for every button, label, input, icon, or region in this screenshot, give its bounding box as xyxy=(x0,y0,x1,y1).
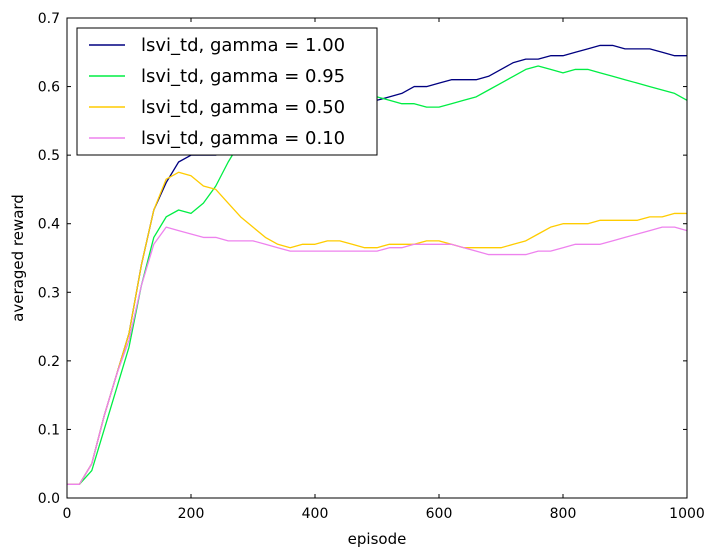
x-tick-label: 0 xyxy=(63,506,72,522)
legend: lsvi_td, gamma = 1.00 lsvi_td, gamma = 0.… xyxy=(76,27,378,156)
y-tick-label: 0.2 xyxy=(38,354,60,370)
x-tick-label: 600 xyxy=(426,506,453,522)
legend-label-3: lsvi_td, gamma = 0.50 xyxy=(141,97,345,118)
x-tick-label: 200 xyxy=(178,506,205,522)
x-tick-label: 400 xyxy=(302,506,329,522)
x-axis-title: episode xyxy=(348,530,407,548)
y-tick-label: 0.3 xyxy=(38,285,60,301)
x-tick-label: 1000 xyxy=(669,506,705,522)
y-tick-label: 0.4 xyxy=(38,217,60,233)
tick-labels-layer: 0 200 400 600 800 1000 0.0 0.1 0.2 0.3 0.4 0.5 0.6 0.… xyxy=(38,11,705,522)
x-tick-label: 800 xyxy=(550,506,577,522)
legend-label-2: lsvi_td, gamma = 0.95 xyxy=(141,66,345,87)
y-tick-label: 0.0 xyxy=(38,491,60,507)
y-tick-label: 0.5 xyxy=(38,148,60,164)
y-tick-label: 0.7 xyxy=(38,11,60,27)
y-axis-title: averaged reward xyxy=(9,194,27,322)
y-tick-label: 0.6 xyxy=(38,80,60,96)
plot-area-frame xyxy=(66,17,688,499)
legend-label-1: lsvi_td, gamma = 1.00 xyxy=(141,35,345,56)
legend-label-4: lsvi_td, gamma = 0.10 xyxy=(141,128,345,149)
legend-box xyxy=(76,27,378,156)
y-tick-label: 0.1 xyxy=(38,422,60,438)
series-line-3 xyxy=(67,171,687,485)
series-line-4 xyxy=(67,226,688,485)
